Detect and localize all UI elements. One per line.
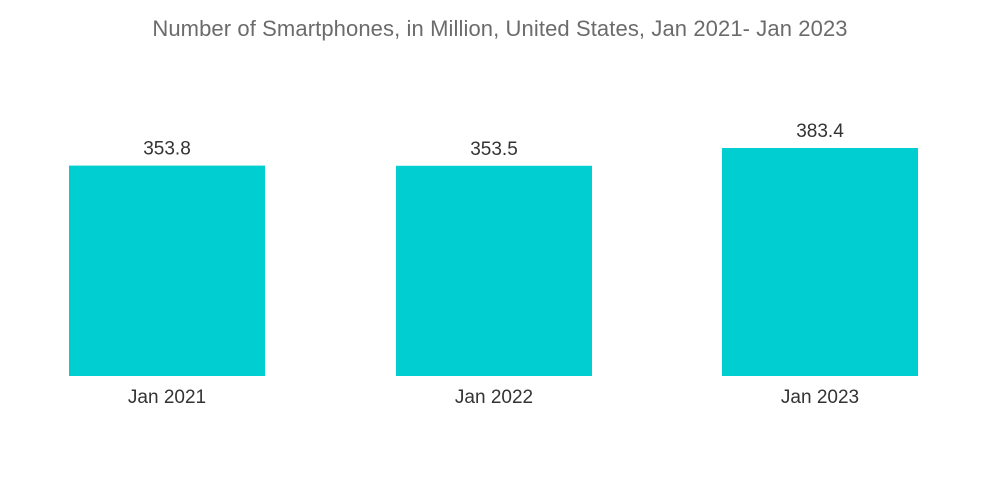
data-label-1: 353.8 (143, 139, 191, 160)
bar-2 (396, 165, 592, 376)
x-tick-label-3: Jan 2023 (781, 387, 859, 408)
data-label-2: 353.5 (470, 139, 518, 160)
bars-group (69, 148, 918, 376)
value-labels-group: 353.8 353.5 383.4 (143, 121, 844, 160)
chart-title: Number of Smartphones, in Million, Unite… (152, 16, 848, 41)
bar-3 (722, 148, 918, 376)
data-label-3: 383.4 (796, 121, 844, 142)
x-axis-tick-labels: Jan 2021 Jan 2022 Jan 2023 (128, 387, 859, 408)
x-tick-label-2: Jan 2022 (455, 387, 533, 408)
bar-1 (69, 165, 265, 376)
x-tick-label-1: Jan 2021 (128, 387, 206, 408)
